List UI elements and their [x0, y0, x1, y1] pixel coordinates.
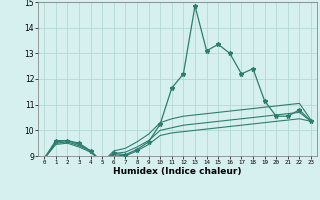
- X-axis label: Humidex (Indice chaleur): Humidex (Indice chaleur): [113, 167, 242, 176]
